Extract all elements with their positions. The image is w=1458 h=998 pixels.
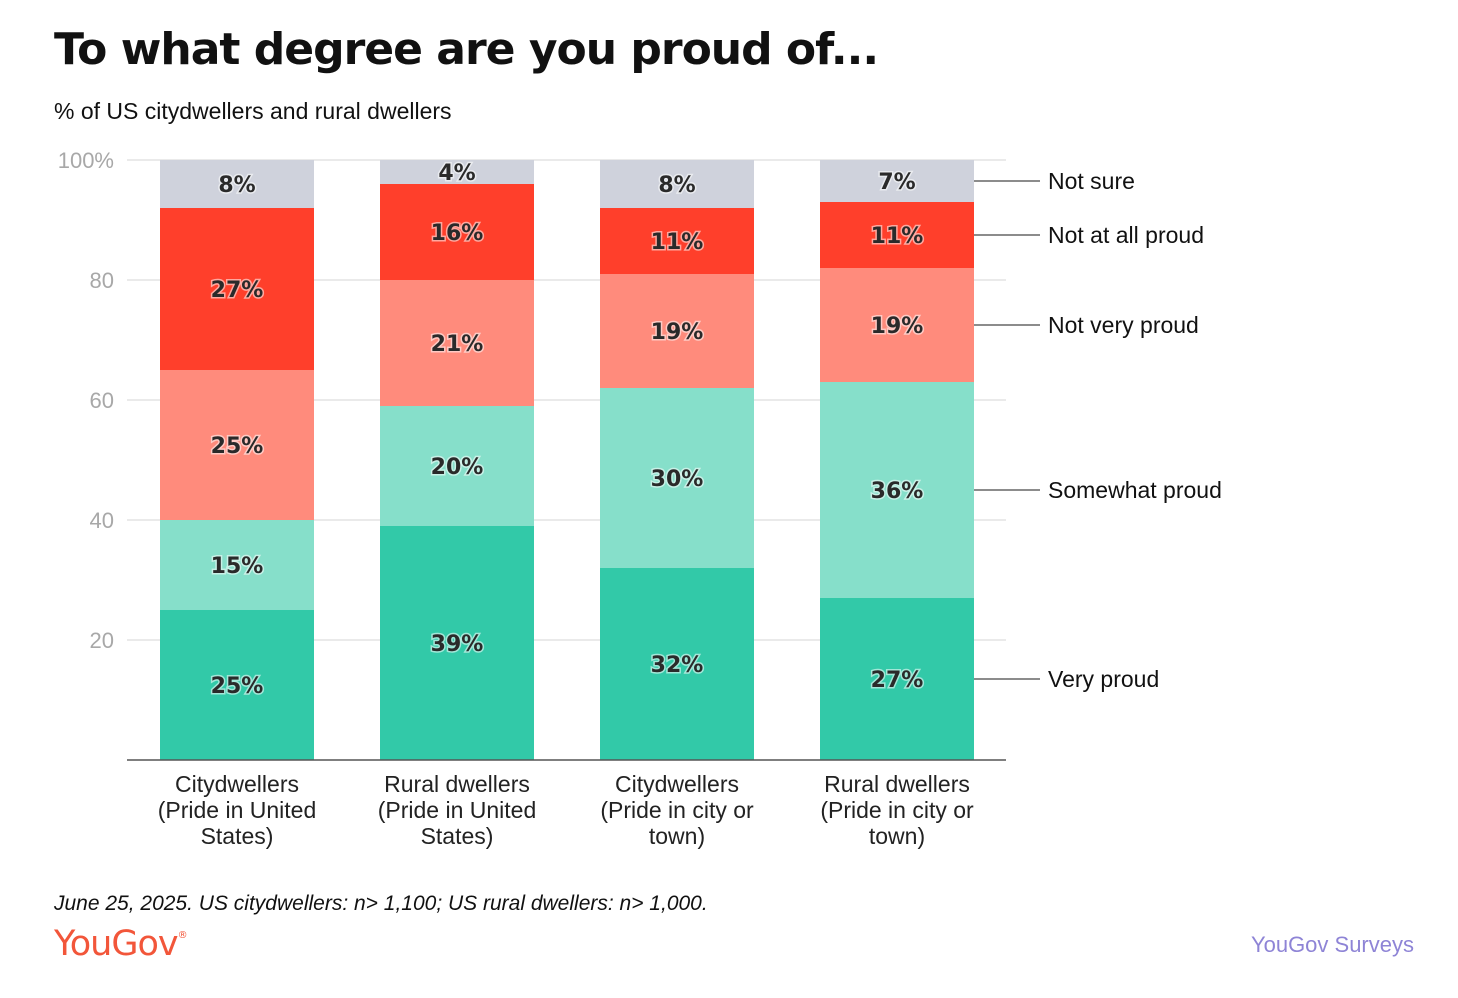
bar-segment bbox=[380, 406, 534, 526]
data-label: 20% bbox=[431, 455, 484, 480]
bar-segment bbox=[160, 520, 314, 610]
data-label: 27% bbox=[871, 668, 924, 693]
x-tick-label: Citydwellers bbox=[175, 771, 299, 797]
data-label: 7% bbox=[878, 170, 915, 195]
data-label: 36% bbox=[871, 479, 924, 504]
y-tick-label: 80 bbox=[90, 268, 114, 293]
x-tick-label: States) bbox=[201, 823, 274, 849]
x-tick-label: States) bbox=[421, 823, 494, 849]
data-label: 39% bbox=[431, 632, 484, 657]
data-label: 8% bbox=[218, 173, 255, 198]
bar-segment bbox=[380, 160, 534, 184]
data-label: 27% bbox=[211, 278, 264, 303]
x-tick-label: (Pride in city or bbox=[820, 797, 974, 823]
y-tick-label: 40 bbox=[90, 508, 114, 533]
bar-segment bbox=[600, 388, 754, 568]
x-tick-label: town) bbox=[649, 823, 705, 849]
logo-text: YouGov bbox=[54, 924, 179, 964]
x-tick-label: (Pride in United bbox=[378, 797, 537, 823]
x-tick-label: (Pride in United bbox=[158, 797, 317, 823]
x-tick-label: Rural dwellers bbox=[824, 771, 970, 797]
data-label: 19% bbox=[871, 314, 924, 339]
legend-label: Not at all proud bbox=[1048, 222, 1204, 248]
chart-title: To what degree are you proud of... bbox=[54, 24, 879, 75]
data-label: 21% bbox=[431, 332, 484, 357]
bar-segment bbox=[820, 160, 974, 202]
data-label: 25% bbox=[211, 674, 264, 699]
y-tick-label: 20 bbox=[90, 628, 114, 653]
legend-label: Somewhat proud bbox=[1048, 477, 1222, 503]
bar-segment bbox=[380, 280, 534, 406]
data-label: 15% bbox=[211, 554, 264, 579]
bar-segment bbox=[380, 184, 534, 280]
brand-label: YouGov Surveys bbox=[1250, 932, 1414, 957]
x-tick-label: Citydwellers bbox=[615, 771, 739, 797]
bar-segment bbox=[160, 370, 314, 520]
registered-mark: ® bbox=[177, 930, 188, 941]
data-label: 4% bbox=[438, 161, 475, 186]
x-tick-label: Rural dwellers bbox=[384, 771, 530, 797]
legend-label: Not sure bbox=[1048, 168, 1135, 194]
bar-segment bbox=[600, 160, 754, 208]
bar-segment bbox=[820, 598, 974, 760]
chart-subtitle: % of US citydwellers and rural dwellers bbox=[54, 98, 452, 124]
data-label: 11% bbox=[651, 230, 704, 255]
stacked-bar-chart: 20406080100%25%15%25%27%8%Citydwellers(P… bbox=[58, 148, 1222, 849]
bar-segment bbox=[820, 268, 974, 382]
data-label: 8% bbox=[658, 173, 695, 198]
bar-segment bbox=[160, 160, 314, 208]
x-tick-label: town) bbox=[869, 823, 925, 849]
yougov-logo: YouGov® bbox=[54, 924, 188, 964]
data-label: 25% bbox=[211, 434, 264, 459]
data-label: 32% bbox=[651, 653, 704, 678]
bar-segment bbox=[600, 274, 754, 388]
x-tick-label: (Pride in city or bbox=[600, 797, 754, 823]
data-label: 19% bbox=[651, 320, 704, 345]
legend-label: Not very proud bbox=[1048, 312, 1199, 338]
footnote: June 25, 2025. US citydwellers: n> 1,100… bbox=[54, 892, 708, 915]
data-label: 16% bbox=[431, 221, 484, 246]
legend-label: Very proud bbox=[1048, 666, 1159, 692]
y-tick-label: 100% bbox=[58, 148, 114, 173]
data-label: 30% bbox=[651, 467, 704, 492]
bar-segment bbox=[820, 382, 974, 598]
data-label: 11% bbox=[871, 224, 924, 249]
bar-segment bbox=[600, 208, 754, 274]
bar-segment bbox=[160, 610, 314, 760]
bar-segment bbox=[380, 526, 534, 760]
bar-segment bbox=[600, 568, 754, 760]
bar-segment bbox=[820, 202, 974, 268]
bar-segment bbox=[160, 208, 314, 370]
y-tick-label: 60 bbox=[90, 388, 114, 413]
